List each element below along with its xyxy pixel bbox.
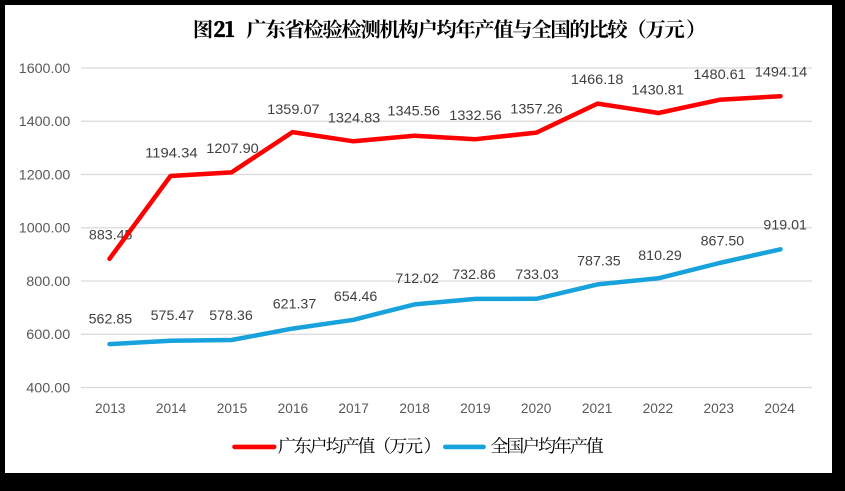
- svg-text:1480.61: 1480.61: [693, 67, 746, 82]
- svg-text:1600.00: 1600.00: [19, 61, 71, 76]
- svg-text:919.01: 919.01: [763, 218, 807, 233]
- svg-text:1194.34: 1194.34: [145, 145, 198, 160]
- svg-text:867.50: 867.50: [701, 233, 745, 248]
- svg-text:2014: 2014: [156, 401, 187, 416]
- svg-text:1466.18: 1466.18: [571, 72, 624, 87]
- svg-text:2017: 2017: [338, 401, 369, 416]
- svg-text:621.37: 621.37: [273, 296, 317, 311]
- svg-text:1400.00: 1400.00: [19, 114, 71, 129]
- svg-text:575.47: 575.47: [151, 308, 195, 323]
- svg-text:2024: 2024: [764, 401, 795, 416]
- svg-text:1324.83: 1324.83: [328, 110, 381, 125]
- svg-text:1494.14: 1494.14: [755, 64, 808, 79]
- svg-text:1345.56: 1345.56: [387, 104, 440, 119]
- svg-text:800.00: 800.00: [26, 274, 70, 289]
- svg-text:2015: 2015: [217, 401, 248, 416]
- svg-text:578.36: 578.36: [209, 308, 253, 323]
- svg-text:2018: 2018: [399, 401, 430, 416]
- svg-text:2021: 2021: [582, 401, 613, 416]
- svg-text:400.00: 400.00: [26, 380, 70, 395]
- svg-text:2013: 2013: [95, 401, 126, 416]
- svg-text:712.02: 712.02: [395, 271, 439, 286]
- svg-text:1359.07: 1359.07: [267, 102, 320, 117]
- svg-text:732.86: 732.86: [452, 267, 496, 282]
- svg-text:2019: 2019: [460, 401, 491, 416]
- svg-text:1430.81: 1430.81: [631, 82, 684, 97]
- svg-text:562.85: 562.85: [89, 312, 133, 327]
- svg-text:654.46: 654.46: [334, 289, 378, 304]
- svg-text:733.03: 733.03: [515, 267, 559, 282]
- svg-text:2016: 2016: [278, 401, 309, 416]
- svg-text:2023: 2023: [704, 401, 735, 416]
- svg-text:600.00: 600.00: [26, 327, 70, 342]
- svg-text:1357.26: 1357.26: [510, 101, 563, 116]
- svg-text:2022: 2022: [643, 401, 674, 416]
- svg-text:1332.56: 1332.56: [449, 108, 502, 123]
- svg-text:2020: 2020: [521, 401, 552, 416]
- svg-text:787.35: 787.35: [577, 254, 621, 269]
- svg-text:1200.00: 1200.00: [19, 167, 71, 182]
- svg-text:810.29: 810.29: [638, 248, 682, 263]
- svg-text:1207.90: 1207.90: [206, 141, 259, 156]
- svg-text:1000.00: 1000.00: [19, 221, 71, 236]
